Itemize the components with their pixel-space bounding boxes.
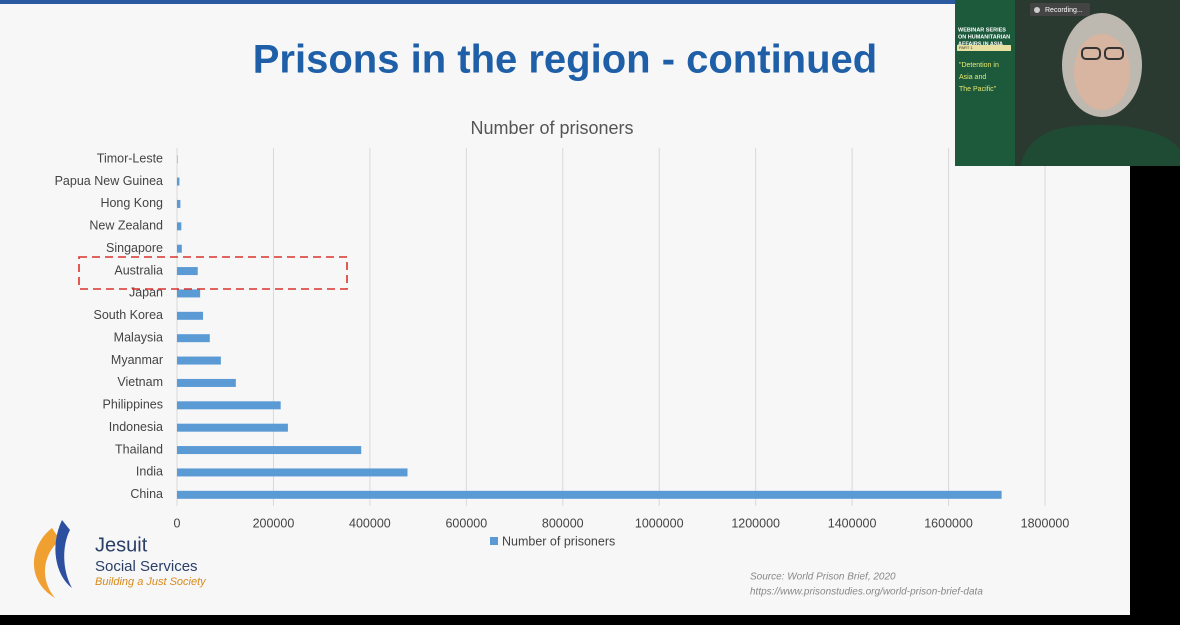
y-tick-label: Papua New Guinea bbox=[55, 174, 163, 188]
y-tick-label: Malaysia bbox=[114, 330, 163, 344]
x-tick-label: 1000000 bbox=[635, 516, 684, 530]
x-tick-label: 1800000 bbox=[1021, 516, 1070, 530]
logo-subtitle: Social Services bbox=[95, 558, 198, 575]
x-tick-label: 800000 bbox=[542, 516, 584, 530]
y-tick-label: South Korea bbox=[94, 308, 164, 322]
bar bbox=[177, 379, 236, 387]
bar bbox=[177, 245, 182, 253]
x-tick-label: 1200000 bbox=[731, 516, 780, 530]
x-tick-label: 0 bbox=[174, 516, 181, 530]
bar bbox=[177, 491, 1002, 499]
topic: The Pacific" bbox=[959, 86, 997, 93]
logo-name: Jesuit bbox=[95, 534, 148, 556]
bar bbox=[177, 401, 281, 409]
bar bbox=[177, 468, 408, 476]
legend-label: Number of prisoners bbox=[502, 534, 615, 548]
topic: "Detention in bbox=[959, 62, 999, 69]
chart-title: Number of prisoners bbox=[470, 118, 633, 138]
bar bbox=[177, 289, 200, 297]
source: Source: World Prison Brief, 2020 bbox=[750, 572, 896, 583]
part: PART 1 bbox=[959, 45, 973, 50]
recording: Recording... bbox=[1045, 7, 1083, 14]
bar bbox=[177, 200, 180, 208]
bar bbox=[177, 446, 361, 454]
slide-title: Prisons in the region - continued bbox=[253, 38, 877, 82]
series-title: ON HUMANITARIAN bbox=[958, 34, 1010, 40]
series-banner bbox=[955, 0, 1015, 166]
y-tick-label: China bbox=[130, 487, 163, 501]
bar bbox=[177, 267, 198, 275]
y-tick-label: Thailand bbox=[115, 442, 163, 456]
bar bbox=[177, 424, 288, 432]
x-tick-label: 1600000 bbox=[924, 516, 973, 530]
recording-icon bbox=[1034, 7, 1040, 13]
legend-swatch bbox=[490, 537, 498, 545]
bar bbox=[177, 178, 179, 186]
topic: Asia and bbox=[959, 74, 986, 81]
logo-tagline: Building a Just Society bbox=[95, 576, 207, 588]
video-panel: Recording... WEBINAR SERIES ON HUMANITAR… bbox=[955, 0, 1180, 166]
bar bbox=[177, 357, 221, 365]
series-title: WEBINAR SERIES bbox=[958, 27, 1006, 33]
y-tick-label: Myanmar bbox=[111, 353, 163, 367]
x-tick-label: 1400000 bbox=[828, 516, 877, 530]
source-url: https://www.prisonstudies.org/world-pris… bbox=[750, 587, 983, 598]
speaker-face bbox=[1074, 34, 1130, 110]
x-tick-label: 400000 bbox=[349, 516, 391, 530]
y-tick-label: Singapore bbox=[106, 241, 163, 255]
y-tick-label: Japan bbox=[129, 286, 163, 300]
bar bbox=[177, 312, 203, 320]
y-tick-label: India bbox=[136, 465, 163, 479]
bar bbox=[177, 222, 181, 230]
bar bbox=[177, 334, 210, 342]
y-tick-label: Timor-Leste bbox=[97, 151, 163, 165]
y-tick-label: Hong Kong bbox=[100, 196, 163, 210]
y-tick-label: Vietnam bbox=[117, 375, 163, 389]
y-tick-label: New Zealand bbox=[89, 219, 163, 233]
y-tick-label: Philippines bbox=[103, 398, 163, 412]
x-tick-label: 600000 bbox=[445, 516, 487, 530]
x-tick-label: 200000 bbox=[253, 516, 295, 530]
y-tick-label: Australia bbox=[114, 263, 163, 277]
y-tick-label: Indonesia bbox=[109, 420, 163, 434]
